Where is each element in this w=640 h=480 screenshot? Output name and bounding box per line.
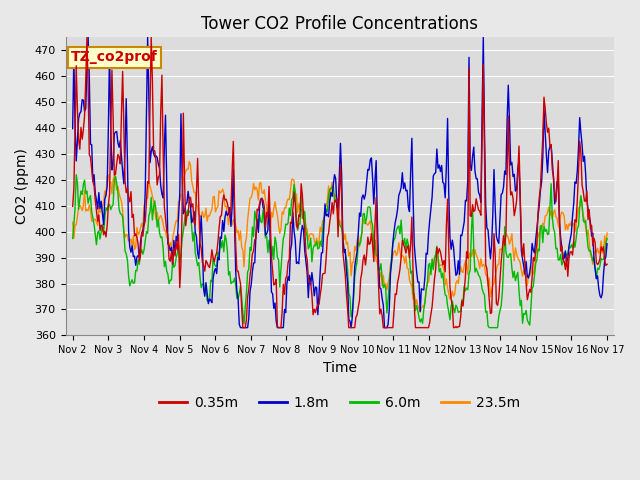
Legend: 0.35m, 1.8m, 6.0m, 23.5m: 0.35m, 1.8m, 6.0m, 23.5m bbox=[154, 390, 526, 415]
Title: Tower CO2 Profile Concentrations: Tower CO2 Profile Concentrations bbox=[202, 15, 478, 33]
Text: TZ_co2prof: TZ_co2prof bbox=[71, 50, 158, 64]
X-axis label: Time: Time bbox=[323, 360, 357, 375]
Y-axis label: CO2 (ppm): CO2 (ppm) bbox=[15, 148, 29, 224]
